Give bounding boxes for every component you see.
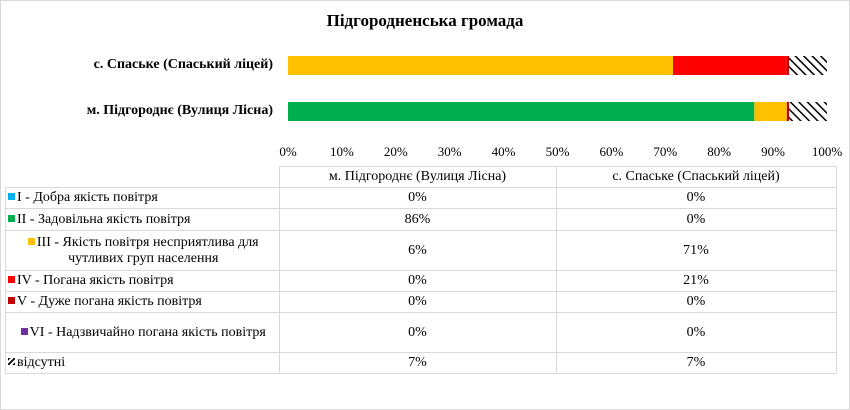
table-header-pidhorodne: м. Підгороднє (Вулиця Лісна) bbox=[278, 166, 557, 188]
x-tick-label: 30% bbox=[438, 144, 462, 159]
table-cell: 6% bbox=[278, 230, 557, 271]
bar-segment-1-3 bbox=[673, 56, 787, 75]
table-cell: 7% bbox=[278, 352, 557, 374]
x-tick-label: 80% bbox=[707, 144, 731, 159]
x-tick-label: 20% bbox=[384, 144, 408, 159]
table-cell: 0% bbox=[555, 208, 837, 231]
legend-swatch-i bbox=[8, 193, 15, 201]
legend-swatch-ii bbox=[8, 214, 15, 222]
table-cell: 0% bbox=[555, 312, 837, 353]
table-cell: 0% bbox=[555, 187, 837, 209]
table-cell: 0% bbox=[278, 187, 557, 209]
legend-label-v: V - Дуже погана якість повітря bbox=[17, 294, 202, 309]
x-tick-label: 0% bbox=[279, 144, 297, 159]
plot-area: 0% 10% 20% 30% 40% 50% 60% 70% 80% 90% 100% bbox=[279, 56, 843, 159]
table-cell: 7% bbox=[555, 352, 837, 374]
table-row: VI - Надзвичайно погана якість повітря 0… bbox=[5, 312, 837, 353]
legend-label-ii: II - Задовільна якість повітря bbox=[17, 211, 191, 227]
table-row: відсутні 7% 7% bbox=[5, 352, 837, 374]
legend-swatch-iv bbox=[8, 276, 15, 284]
legend-key-cell: IV - Погана якість повітря bbox=[5, 270, 280, 292]
table-header-row: м. Підгороднє (Вулиця Лісна) с. Спаське … bbox=[5, 166, 837, 188]
category-label-pidhorodne: м. Підгороднє (Вулиця Лісна) bbox=[86, 103, 273, 118]
legend-swatch-missing bbox=[8, 358, 15, 366]
chart-title: Підгородненська громада bbox=[326, 11, 524, 30]
table-cell: 0% bbox=[555, 291, 837, 313]
category-label-spaske: с. Спаське (Спаський ліцей) bbox=[93, 57, 273, 72]
legend-label-iv: IV - Погана якість повітря bbox=[17, 273, 174, 288]
bar-segment-0-6 bbox=[789, 102, 827, 121]
legend-label-iii: III - Якість повітря несприятлива для чу… bbox=[36, 234, 259, 266]
table-cell: 71% bbox=[555, 230, 837, 271]
legend-label-i: I - Добра якість повітря bbox=[17, 190, 158, 205]
bar-segment-1-4 bbox=[786, 56, 790, 75]
table-cell: 0% bbox=[278, 270, 557, 292]
table-cell: 0% bbox=[278, 312, 557, 353]
x-tick-label: 70% bbox=[653, 144, 677, 159]
legend-label-vi: VI - Надзвичайно погана якість повітря bbox=[29, 324, 266, 340]
bar-segment-0-4 bbox=[786, 102, 790, 121]
bar-segment-0-2 bbox=[754, 102, 787, 121]
bar-segment-0-1 bbox=[288, 102, 755, 121]
x-tick-label: 10% bbox=[330, 144, 354, 159]
table-cell: 86% bbox=[278, 208, 557, 231]
table-row: III - Якість повітря несприятлива для чу… bbox=[5, 230, 837, 271]
table-corner-cell bbox=[5, 166, 280, 188]
table-header-spaske: с. Спаське (Спаський ліцей) bbox=[555, 166, 837, 188]
legend-key-cell: I - Добра якість повітря bbox=[5, 187, 280, 209]
table-row: IV - Погана якість повітря 0% 21% bbox=[5, 270, 837, 292]
data-table: м. Підгороднє (Вулиця Лісна) с. Спаське … bbox=[5, 166, 837, 374]
legend-key-cell: V - Дуже погана якість повітря bbox=[5, 291, 280, 313]
x-tick-label: 50% bbox=[546, 144, 570, 159]
table-cell: 21% bbox=[555, 270, 837, 292]
legend-label-missing: відсутні bbox=[17, 355, 66, 370]
legend-key-cell: VI - Надзвичайно погана якість повітря bbox=[5, 312, 280, 353]
x-tick-label: 100% bbox=[812, 144, 843, 159]
legend-swatch-v bbox=[8, 297, 15, 305]
bar-segment-1-6 bbox=[789, 56, 827, 75]
table-row: I - Добра якість повітря 0% 0% bbox=[5, 187, 837, 209]
x-tick-label: 60% bbox=[599, 144, 623, 159]
legend-key-cell: II - Задовільна якість повітря bbox=[5, 208, 280, 231]
table-cell: 0% bbox=[278, 291, 557, 313]
bar-segment-1-2 bbox=[288, 56, 673, 75]
legend-key-cell: відсутні bbox=[5, 352, 280, 374]
x-tick-label: 40% bbox=[492, 144, 516, 159]
legend-swatch-iii bbox=[27, 237, 35, 245]
table-row: II - Задовільна якість повітря 86% 0% bbox=[5, 208, 837, 231]
x-tick-label: 90% bbox=[761, 144, 785, 159]
table-row: V - Дуже погана якість повітря 0% 0% bbox=[5, 291, 837, 313]
legend-key-cell: III - Якість повітря несприятлива для чу… bbox=[5, 230, 280, 271]
legend-swatch-vi bbox=[20, 327, 28, 335]
